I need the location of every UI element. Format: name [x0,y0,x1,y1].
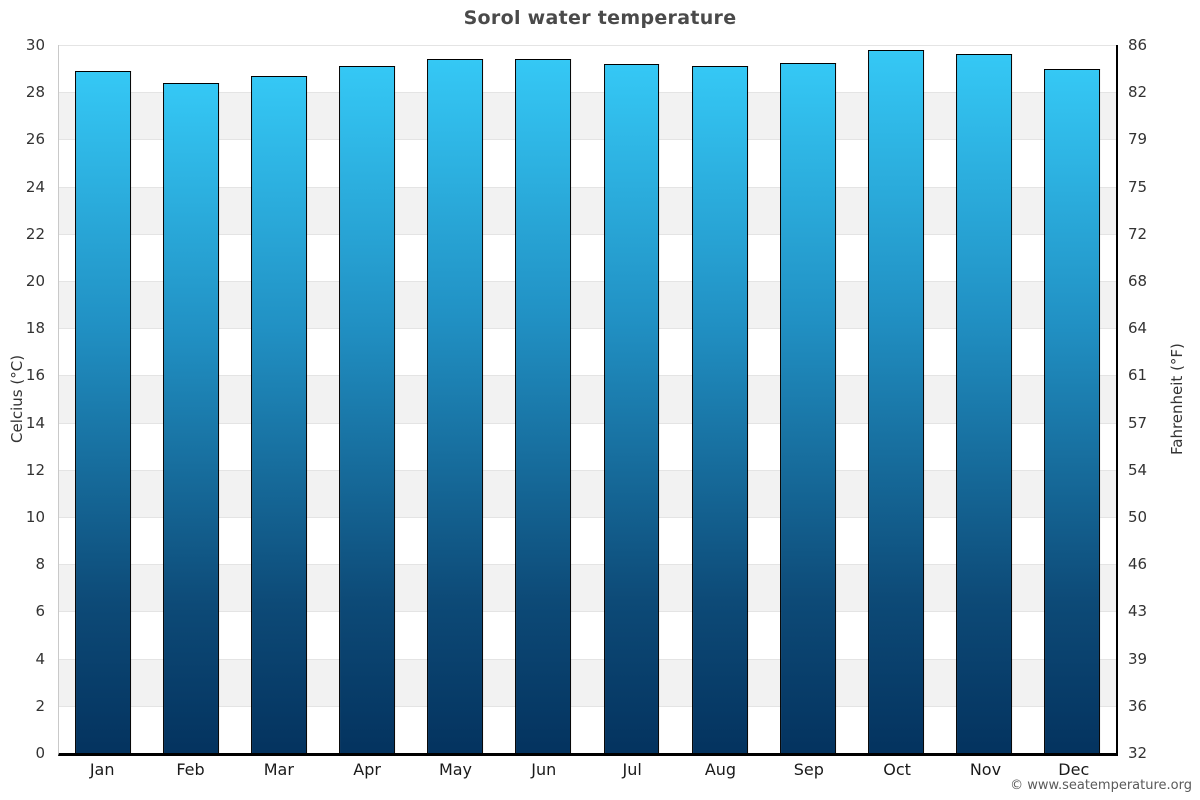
bar-apr[interactable] [339,66,396,753]
y-tick-fahrenheit: 57 [1128,413,1148,432]
bar-slot-dec [1028,45,1116,753]
x-label-aug: Aug [704,760,737,779]
y-tick-celsius: 24 [25,177,45,196]
y-tick-celsius: 0 [35,744,45,762]
bar-slot-aug [676,45,764,753]
grid-band [59,233,1116,281]
bar-slot-jul [587,45,675,753]
y-axis-ticks-celsius: 30 28 26 24 22 20 18 16 14 12 10 8 6 4 2 0 [0,0,52,800]
x-axis-labels: Jan Feb Mar Apr May Jun Jul Aug Sep Oct Nov Dec [58,760,1118,779]
y-tick-fahrenheit: 86 [1128,36,1148,54]
bar-slot-nov [940,45,1028,753]
bar-slot-may [411,45,499,753]
bar-aug[interactable] [691,66,748,753]
x-label-oct: Oct [883,760,911,779]
grid-band [59,705,1116,753]
bar-slot-apr [323,45,411,753]
chart-title: Sorol water temperature [463,7,737,29]
grid-band [59,422,1116,470]
bar-slot-mar [235,45,323,753]
bar-may[interactable] [427,59,484,753]
y-tick-fahrenheit: 54 [1128,460,1148,479]
footer-credit-link[interactable]: © www.seatemperature.org [1010,778,1192,793]
x-label-jul: Jul [622,760,642,779]
y-tick-fahrenheit: 39 [1128,649,1148,668]
x-label-jan: Jan [89,760,115,779]
y-tick-celsius: 2 [35,696,45,715]
x-label-mar: Mar [263,760,294,779]
y-tick-celsius: 22 [25,224,45,243]
grid-band [59,517,1116,565]
x-label-jun: Jun [531,760,557,779]
y-tick-celsius: 14 [25,413,45,432]
bar-slot-jun [499,45,587,753]
y-tick-fahrenheit: 50 [1128,508,1148,526]
bar-jan[interactable] [75,70,131,753]
y-tick-fahrenheit: 79 [1128,130,1148,149]
y-tick-celsius: 4 [35,649,45,668]
x-label-sep: Sep [793,760,824,779]
bar-nov[interactable] [955,54,1012,753]
y-tick-celsius: 10 [25,508,45,526]
x-label-apr: Apr [353,760,381,779]
y-tick-fahrenheit: 43 [1128,602,1148,621]
bar-sep[interactable] [779,62,836,753]
grid-band [59,328,1116,376]
y-tick-fahrenheit: 64 [1128,319,1148,338]
bar-jul[interactable] [603,63,660,753]
grid-band [59,45,1116,93]
y-tick-celsius: 30 [25,36,45,54]
bar-dec[interactable] [1043,68,1100,753]
grid-band [59,92,1116,140]
grid-band [59,139,1116,187]
bar-slot-feb [147,45,235,753]
y-tick-celsius: 8 [35,555,45,574]
bars-layer [59,45,1116,753]
y-tick-celsius: 18 [25,319,45,338]
grid-band [59,281,1116,329]
bar-slot-sep [764,45,852,753]
grid-band [59,375,1116,423]
y-tick-celsius: 26 [25,130,45,149]
x-label-feb: Feb [176,760,205,779]
y-tick-celsius: 28 [25,83,45,102]
y-tick-celsius: 20 [25,272,45,290]
y-tick-fahrenheit: 68 [1128,272,1148,290]
y-tick-celsius: 16 [25,366,45,385]
y-tick-fahrenheit: 61 [1128,366,1148,385]
y-tick-fahrenheit: 72 [1128,224,1148,243]
grid-band [59,186,1116,234]
bar-slot-jan [59,45,147,753]
y-tick-celsius: 12 [25,460,45,479]
grid-band [59,469,1116,517]
x-label-may: May [438,760,473,779]
y-tick-fahrenheit: 32 [1128,744,1148,762]
bar-jun[interactable] [515,59,572,753]
bar-slot-oct [852,45,940,753]
y-axis-ticks-fahrenheit: 86 82 79 75 72 68 64 61 57 54 50 46 43 39 36 32 [1124,0,1194,800]
bar-oct[interactable] [867,49,924,753]
bar-feb[interactable] [163,82,220,753]
y-tick-fahrenheit: 82 [1128,83,1148,102]
plot-area [58,45,1118,756]
x-label-nov: Nov [969,760,1002,779]
y-tick-fahrenheit: 36 [1128,696,1148,715]
y-tick-celsius: 6 [35,602,45,621]
x-label-dec: Dec [1058,760,1090,779]
bar-mar[interactable] [251,75,308,753]
y-tick-fahrenheit: 75 [1128,177,1148,196]
grid-band [59,658,1116,706]
y-tick-fahrenheit: 46 [1128,555,1148,574]
grid-band [59,611,1116,659]
grid-bands [59,45,1116,753]
grid-band [59,564,1116,612]
